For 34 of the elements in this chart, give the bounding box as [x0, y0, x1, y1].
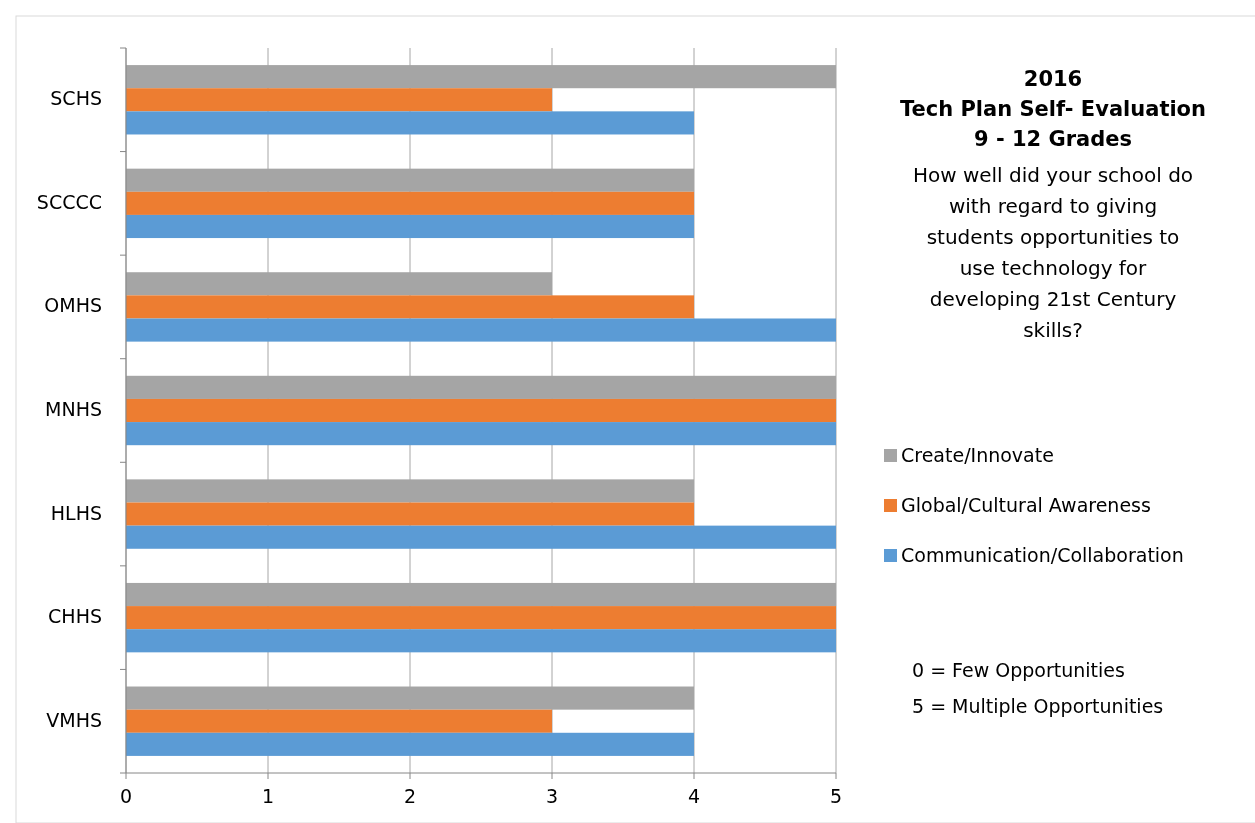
x-tick-label: 5	[829, 785, 843, 807]
x-tick-label: 4	[687, 785, 701, 807]
y-tick-label: HLHS	[50, 501, 102, 524]
bar	[126, 709, 552, 733]
x-tick-label: 0	[119, 785, 133, 807]
text: 0 = Few Opportunities	[912, 658, 1125, 681]
bar	[126, 398, 836, 423]
text: 2016 Tech Plan Self- Evaluation 9 - 12 Grades	[899, 67, 1207, 151]
bar	[126, 732, 694, 756]
y-tick-label: SCCCC	[36, 190, 102, 213]
text: How well did your school do with regard to giving students opportunities to use technology for developing 21st Century skills?	[912, 163, 1194, 342]
legend-label: Create/Innovate	[901, 443, 1054, 466]
bar	[126, 295, 694, 319]
y-tick-label: VMHS	[46, 708, 102, 731]
legend-label: Communication/Collaboration	[901, 543, 1184, 566]
bar	[126, 214, 694, 239]
bar	[126, 191, 694, 215]
text: 5 = Multiple Opportunities	[912, 694, 1164, 717]
bar	[126, 318, 836, 342]
bar	[126, 422, 836, 446]
x-tick-label: 2	[403, 785, 417, 807]
x-tick-label: 1	[261, 785, 275, 807]
x-tick-label: 3	[545, 785, 559, 807]
y-tick-label: MNHS	[45, 398, 102, 420]
y-tick-label: SCHS	[50, 87, 102, 110]
bar	[126, 525, 836, 549]
bar	[126, 88, 552, 112]
bar	[126, 111, 694, 135]
y-tick-label: CHHS	[48, 605, 102, 628]
legend-label: Global/Cultural Awareness	[901, 493, 1151, 516]
y-tick-label: OMHS	[44, 294, 102, 317]
bar	[126, 629, 836, 653]
bar	[126, 502, 694, 526]
bar	[126, 606, 836, 630]
